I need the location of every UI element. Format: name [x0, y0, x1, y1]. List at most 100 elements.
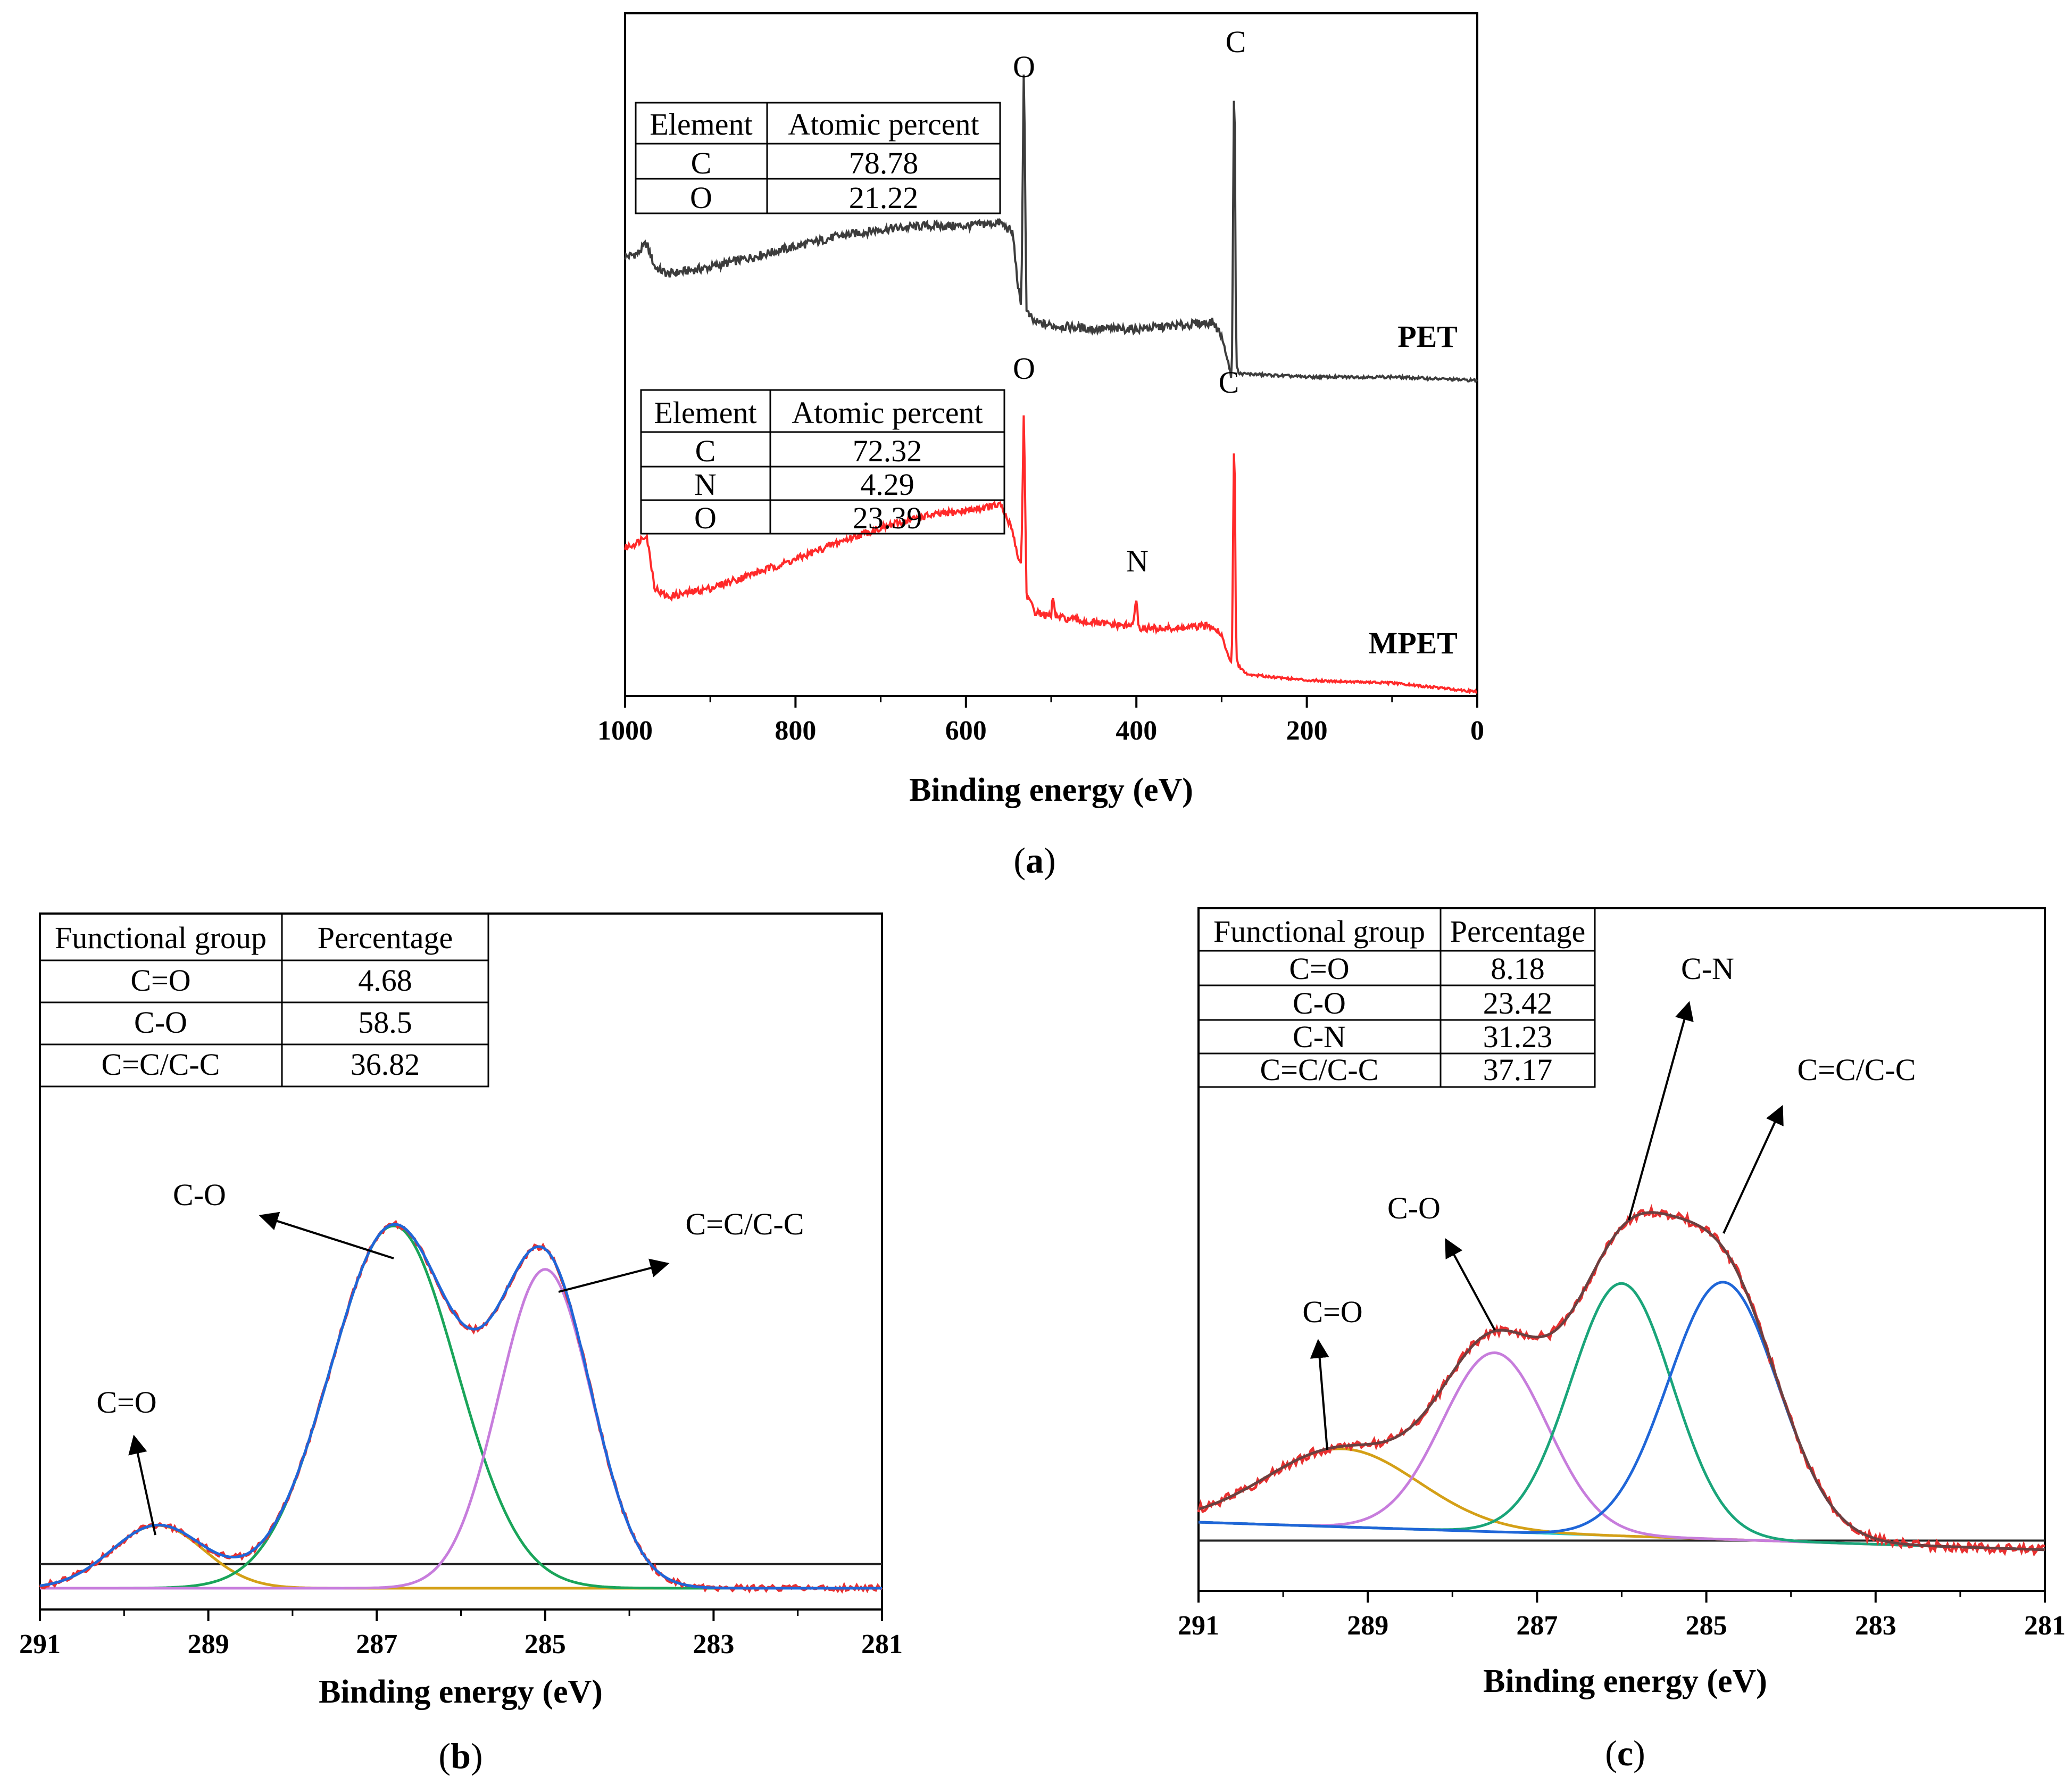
table-c-row-4-group: C=C/C-C	[1260, 1052, 1379, 1087]
component-c-c-c-c	[40, 1268, 882, 1590]
peak-label-c-mpet: C	[1219, 365, 1239, 400]
panel-b-caption: (b)	[438, 1736, 482, 1776]
table-c-header-percentage: Percentage	[1450, 914, 1585, 949]
table-mpet-row-3-element: O	[694, 501, 717, 535]
panel-a-x-ticks: 1000 800 600 400 200 0	[597, 696, 1484, 746]
panel-c-x-ticks: 291 289 287 285 283 281	[1178, 1591, 2066, 1641]
table-c-row-4-value: 37.17	[1483, 1052, 1553, 1087]
x-tick-label: 289	[188, 1629, 229, 1659]
peak-label-c-c-n: C-N	[1681, 951, 1734, 986]
panel-b-x-axis-title: Binding energy (eV)	[319, 1674, 603, 1710]
table-c: Functional group Percentage C=O 8.18 C-O…	[1197, 907, 1596, 1088]
fitted-envelope-line	[1198, 1211, 2045, 1551]
component-c-o	[1198, 1447, 2045, 1551]
peak-label-b-cc: C=C/C-C	[686, 1207, 804, 1241]
x-tick-label: 291	[1178, 1611, 1219, 1641]
x-tick-label: 400	[1116, 716, 1157, 746]
table-mpet: Element Atomic percent C 72.32 N 4.29 O …	[640, 389, 1005, 535]
arrow-b-cc	[558, 1258, 670, 1293]
table-pet-row-2-element: O	[690, 180, 712, 215]
table-mpet-row-1-value: 72.32	[853, 434, 922, 468]
table-b-row-2-value: 58.5	[358, 1005, 412, 1040]
x-tick-label: 281	[861, 1629, 903, 1659]
panel-c-caption: (c)	[1605, 1733, 1645, 1773]
x-tick-label: 600	[945, 716, 987, 746]
peak-label-c-pet: C	[1226, 24, 1246, 59]
panel-a: 1000 800 600 400 200 0 O C O C N PET MPET Ele…	[597, 12, 1484, 881]
table-pet-row-1-element: C	[691, 146, 712, 180]
table-c-row-2-group: C-O	[1293, 986, 1346, 1020]
table-mpet-row-2-element: N	[694, 467, 717, 502]
x-tick-label: 200	[1286, 716, 1328, 746]
panel-a-letter: a	[1026, 840, 1044, 881]
series-label-pet: PET	[1397, 319, 1458, 354]
peak-label-c-c-o: C-O	[1387, 1191, 1441, 1225]
table-c-row-3-value: 31.23	[1483, 1019, 1553, 1054]
arrow-b-c-o	[259, 1212, 394, 1259]
peak-label-c-c-eq-o: C=O	[1302, 1295, 1362, 1329]
peak-label-c-cc: C=C/C-C	[1798, 1052, 1916, 1087]
series-line-pet	[624, 74, 1478, 384]
x-tick-label: 287	[1516, 1611, 1558, 1641]
table-pet-header-element: Element	[650, 107, 752, 142]
x-tick-label: 283	[693, 1629, 734, 1659]
table-b-row-1-group: C=O	[130, 963, 190, 998]
x-tick-label: 0	[1470, 716, 1484, 746]
panel-c: 291 289 287 285 283 281 Functional group Perc…	[1178, 907, 2066, 1773]
x-tick-label: 1000	[597, 716, 653, 746]
table-b-row-3-group: C=C/C-C	[102, 1047, 220, 1082]
table-mpet-row-2-value: 4.29	[860, 467, 914, 502]
table-b-row-1-value: 4.68	[358, 963, 412, 998]
x-tick-label: 287	[356, 1629, 397, 1659]
series-label-mpet: MPET	[1368, 626, 1458, 660]
arrow-c-cc	[1722, 1105, 1784, 1234]
table-b-row-3-value: 36.82	[351, 1047, 420, 1082]
x-tick-label: 285	[1686, 1611, 1727, 1641]
component-c-o	[39, 1524, 882, 1590]
table-c-header-group: Functional group	[1213, 914, 1425, 949]
table-pet: Element Atomic percent C 78.78 O 21.22	[635, 102, 1001, 215]
arrow-c-c-o	[1445, 1238, 1496, 1331]
table-b-header-group: Functional group	[55, 920, 267, 955]
table-mpet-row-1-element: C	[695, 434, 716, 468]
peak-label-o-mpet: O	[1013, 351, 1035, 386]
table-c-row-2-value: 23.42	[1483, 986, 1553, 1020]
table-mpet-header-element: Element	[654, 395, 756, 430]
x-tick-label: 800	[775, 716, 816, 746]
x-tick-label: 289	[1347, 1611, 1388, 1641]
peak-label-b-c-o: C-O	[173, 1177, 226, 1212]
peak-label-b-c-eq-o: C=O	[96, 1385, 156, 1420]
table-pet-row-2-value: 21.22	[849, 180, 919, 215]
x-tick-label: 281	[2024, 1611, 2066, 1641]
table-b: Functional group Percentage C=O 4.68 C-O…	[39, 912, 489, 1088]
peak-label-n-mpet: N	[1126, 544, 1149, 578]
panel-b-series	[39, 1219, 883, 1594]
panel-b-letter: b	[451, 1736, 471, 1776]
table-mpet-row-3-value: 23.39	[853, 501, 922, 535]
table-c-row-1-group: C=O	[1289, 951, 1349, 986]
table-pet-header-percent: Atomic percent	[788, 107, 979, 142]
arrow-b-c-eq-o	[128, 1434, 156, 1536]
x-tick-label: 285	[525, 1629, 566, 1659]
x-tick-label: 291	[19, 1629, 61, 1659]
panel-c-x-axis-title: Binding energy (eV)	[1483, 1663, 1767, 1699]
panel-c-series	[1197, 1204, 2045, 1557]
panel-b-x-ticks: 291 289 287 285 283 281	[19, 1609, 903, 1659]
table-mpet-header-percent: Atomic percent	[792, 395, 983, 430]
panel-a-x-axis-title: Binding energy (eV)	[909, 772, 1193, 808]
arrow-c-c-eq-o	[1310, 1339, 1329, 1450]
component-c-o	[40, 1224, 882, 1590]
series-line-mpet	[624, 415, 1478, 695]
raw-spectrum-line	[1197, 1204, 2045, 1557]
table-c-row-3-group: C-N	[1293, 1019, 1346, 1054]
x-tick-label: 283	[1855, 1611, 1896, 1641]
arrow-c-c-n	[1628, 1001, 1694, 1221]
table-c-row-1-value: 8.18	[1491, 951, 1545, 986]
table-pet-row-1-value: 78.78	[849, 146, 919, 180]
table-b-header-percentage: Percentage	[318, 920, 453, 955]
fitted-envelope-line	[39, 1223, 882, 1590]
panel-b: 291 289 287 285 283 281 Functional group Perc…	[19, 912, 903, 1776]
panel-a-frame	[624, 12, 1478, 697]
raw-spectrum-line	[39, 1219, 883, 1594]
